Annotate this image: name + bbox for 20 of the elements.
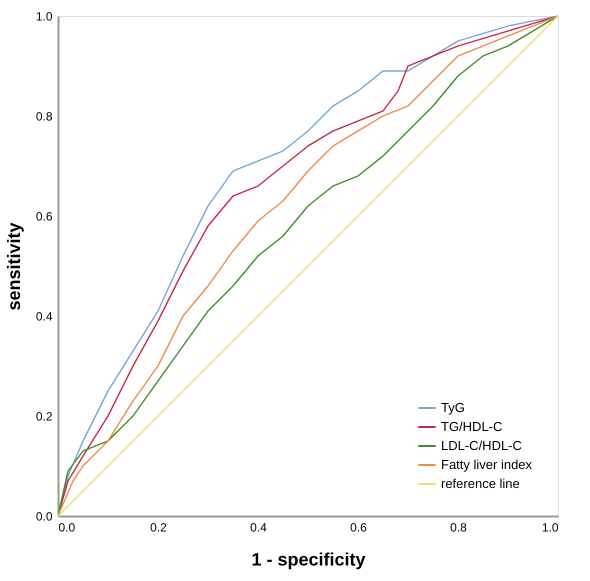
x-tick-label: 0.2	[150, 520, 168, 534]
legend-label: Fatty liver index	[441, 457, 533, 472]
legend-label: LDL-C/HDL-C	[441, 438, 522, 453]
x-axis-title: 1 - specificity	[251, 550, 366, 570]
y-axis-title: sensitivity	[4, 222, 24, 311]
x-tick-label: 0.4	[250, 520, 268, 534]
y-tick-label: 0.4	[36, 310, 53, 324]
x-tick-label: 1.0	[542, 520, 559, 534]
legend-label: reference line	[441, 476, 520, 491]
line-series	[57, 15, 559, 517]
x-tick-label: 0.8	[450, 520, 468, 534]
y-tick-label: 0.6	[36, 210, 53, 224]
y-tick-label: 0.0	[36, 510, 53, 524]
x-tick-label: 0.6	[350, 520, 368, 534]
y-tick-label: 0.8	[36, 110, 53, 124]
y-tick-label: 0.2	[36, 410, 53, 424]
legend-label: TyG	[441, 400, 465, 415]
y-tick-label: 1.0	[36, 10, 53, 24]
legend-label: TG/HDL-C	[441, 419, 502, 434]
x-tick-label: 0.0	[58, 520, 76, 534]
